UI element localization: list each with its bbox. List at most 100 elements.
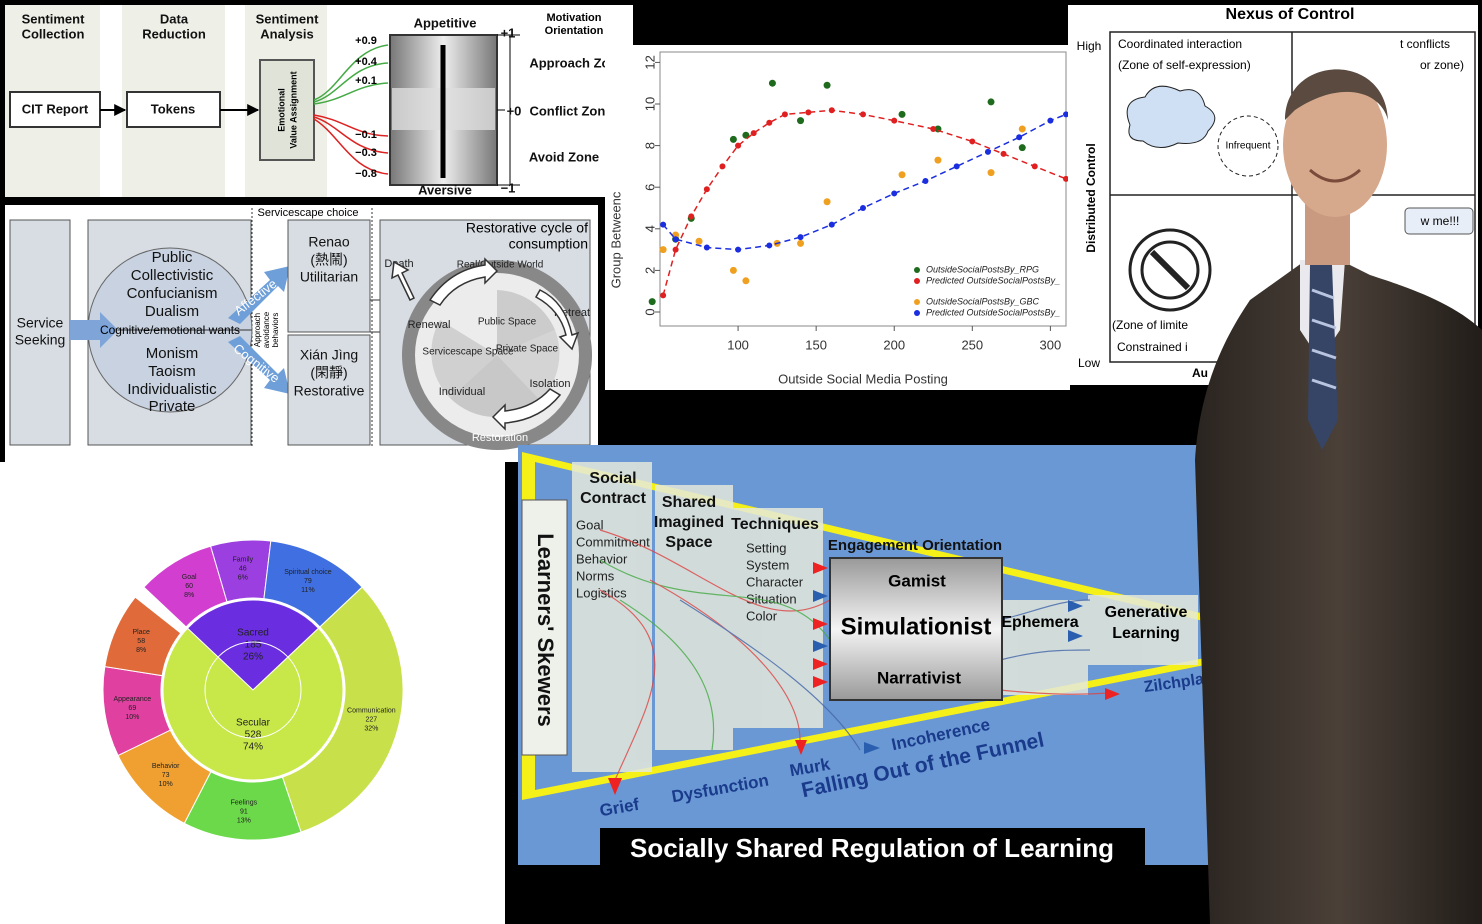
wedge <box>281 586 404 833</box>
wedge-label: 185 <box>245 640 262 651</box>
quadrant-text: (Zone of limite <box>1112 318 1188 332</box>
outcome-title: Learning <box>1112 625 1180 642</box>
weight: −0.8 <box>355 168 377 180</box>
banner: Socially Shared Regulation of Learning <box>630 833 1114 863</box>
legend-swatch <box>914 310 920 316</box>
point <box>1018 125 1026 133</box>
scatter-chart: 0 2 4 6 8 10 12 100 150 200 250 300 Outside Social M… <box>608 51 1069 386</box>
orientation: Narrativist <box>877 668 961 687</box>
scale-tick: +0 <box>507 103 522 118</box>
weight: +0.9 <box>355 35 377 47</box>
legend-swatch <box>914 278 920 284</box>
list-item: Character <box>746 574 804 589</box>
list-item: Logistics <box>576 585 627 600</box>
orientation-label: Orientation <box>545 25 604 37</box>
option-text: (閑靜) <box>310 365 347 381</box>
column-header: Reduction <box>142 26 206 41</box>
option-text: Restorative <box>294 383 365 399</box>
cycle-title: Restorative cycle of <box>466 220 588 236</box>
person-photo <box>1195 69 1482 924</box>
list-item: Situation <box>746 591 797 606</box>
servicescape-panel: Servicescape choice Service Seeking Publ… <box>5 205 598 462</box>
list-item: Commitment <box>576 534 650 549</box>
wedge-label: Goal <box>182 574 197 581</box>
x-tick-label: 300 <box>1040 337 1062 352</box>
x-axis-label: Au <box>1192 366 1208 380</box>
quadrant-text: Coordinated interaction <box>1118 37 1242 51</box>
stage-title: Techniques <box>731 516 819 533</box>
legend-label: Predicted OutsideSocialPostsBy_ <box>926 275 1060 285</box>
point <box>735 142 742 149</box>
point <box>922 177 929 184</box>
wedge-label: 8% <box>136 647 146 654</box>
point <box>805 109 812 116</box>
wedge-label: Sacred <box>237 628 269 639</box>
point <box>891 190 898 197</box>
point <box>1018 144 1026 152</box>
hole-ring <box>204 641 302 739</box>
point <box>953 163 960 170</box>
wants-label: Cognitive/emotional wants <box>100 323 240 337</box>
wheel-text: Public <box>152 249 193 266</box>
wedge-label: 79 <box>304 578 312 585</box>
wedge-label: 528 <box>245 730 262 741</box>
engagement-title: Engagement Orientation <box>828 537 1002 554</box>
weight: −0.1 <box>355 129 377 141</box>
y-axis-label: Distributed Control <box>1084 143 1098 252</box>
point <box>987 98 995 106</box>
point <box>735 246 742 253</box>
wedge-label: 10% <box>125 714 139 721</box>
stage-title: Shared <box>662 494 716 511</box>
point <box>768 79 776 87</box>
stage-title: Contract <box>580 490 646 507</box>
orientation-label: Motivation <box>547 12 602 24</box>
point <box>659 246 667 254</box>
wheel-text: Collectivistic <box>131 267 214 284</box>
wedge-label: 69 <box>128 705 136 712</box>
behavior-text: avoidance <box>262 311 271 348</box>
wedge-label: 74% <box>243 742 263 753</box>
point <box>891 117 898 124</box>
y-tick-label: 12 <box>642 55 657 69</box>
nexus-title: Nexus of Control <box>1226 6 1355 23</box>
point <box>823 198 831 206</box>
box-label: CIT Report <box>22 101 89 116</box>
point <box>766 242 773 249</box>
point <box>672 246 679 253</box>
option-text: Utilitarian <box>300 269 358 285</box>
weight: −0.3 <box>355 147 377 159</box>
bubble-label: Infrequent <box>1225 141 1270 152</box>
legend-swatch <box>914 299 920 305</box>
point <box>934 156 942 164</box>
x-tick-label: 150 <box>805 337 827 352</box>
wheel-text: Private <box>149 398 196 415</box>
legend-swatch <box>914 267 920 273</box>
point <box>860 205 866 211</box>
column-header: Collection <box>22 26 85 41</box>
option-text: Renao <box>308 234 349 250</box>
wedge-label: 227 <box>366 716 378 723</box>
trend-line <box>662 109 1067 296</box>
point <box>1000 150 1007 157</box>
point <box>898 171 906 179</box>
column-header: Sentiment <box>256 11 320 26</box>
point <box>742 277 750 285</box>
sunburst-chart: Goal 60 8% Family 46 6% Spiritual choice 79 11% C… <box>102 539 404 841</box>
cycle-text: Private Space <box>496 344 559 355</box>
footer: Organism <box>142 444 203 459</box>
box-label: Tokens <box>151 101 196 116</box>
column-header: Analysis <box>260 26 313 41</box>
x-tick-label: 200 <box>883 337 905 352</box>
wedge-label: 8% <box>184 592 194 599</box>
scale-tick: +1 <box>501 25 516 40</box>
wedge-label: 13% <box>237 818 251 825</box>
point <box>695 237 703 245</box>
option-text: (熱鬧) <box>310 252 347 268</box>
wheel-text: Dualism <box>145 303 199 320</box>
wedge-label: Spiritual choice <box>284 569 332 576</box>
point <box>729 266 737 274</box>
callout: w me!!! <box>1420 214 1460 228</box>
point <box>828 221 835 228</box>
scale-top: Appetitive <box>414 15 477 30</box>
wedge-label: Behavior <box>152 763 180 770</box>
